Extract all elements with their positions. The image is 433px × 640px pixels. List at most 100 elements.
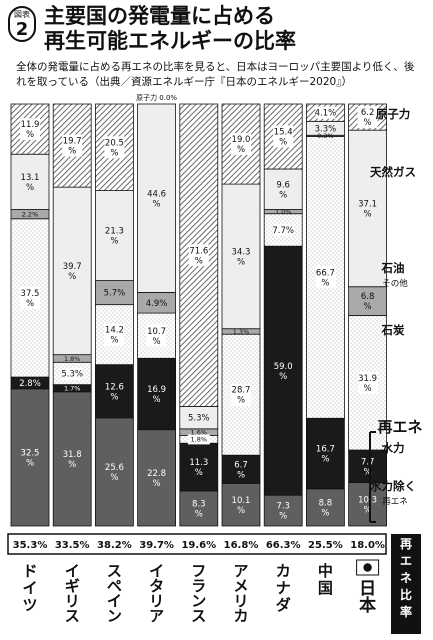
legend-sublabel: 再エネ <box>382 497 408 507</box>
data-label-hydro: 16.9% <box>147 385 166 405</box>
bars-layer <box>10 103 388 527</box>
label-backdrop <box>62 134 83 157</box>
renewable-ratio-value: 33.5% <box>55 540 90 551</box>
data-label-coal: 14.2% <box>105 326 124 346</box>
value-labels-layer: 32.5 % 2.8% 37.5 % 2.2% 13.1 % 11.9 % 31.8 % 1.7% 5.3… <box>19 93 378 522</box>
data-label-coal: 31.9% <box>358 374 377 394</box>
renewable-ratio-value: 35.3% <box>13 540 48 551</box>
bar-segment-renewable-excl-hydro <box>305 488 345 527</box>
label-backdrop <box>20 286 40 309</box>
category-label: フランス <box>191 562 206 625</box>
label-backdrop <box>315 106 336 119</box>
data-label-renewable-excl-hydro: 32.5% <box>21 448 40 468</box>
category-label: イタリア <box>149 562 164 625</box>
data-label-natural-gas: 21.3% <box>105 227 124 247</box>
bar-segment-hydro <box>263 245 303 496</box>
data-label-oil-other: 1.6% <box>191 429 208 437</box>
data-label-oil-other: 5.7% <box>104 289 126 299</box>
chart-title-line-2: 再生可能エネルギーの比率 <box>44 29 296 53</box>
bar-segment-renewable-excl-hydro <box>52 391 92 527</box>
data-label-coal: 7.7% <box>272 226 294 236</box>
renewable-ratio-value: 18.0% <box>350 540 385 551</box>
bar-segment-renewable-excl-hydro <box>348 482 388 527</box>
bar-segment-hydro <box>221 454 261 484</box>
category-label: カナダ <box>276 562 291 614</box>
data-label-natural-gas: 9.6% <box>276 180 290 200</box>
bar-segment-renewable-excl-hydro <box>179 490 219 527</box>
label-backdrop <box>231 133 251 156</box>
data-label-nuclear: 6.2% <box>361 108 375 128</box>
data-label-oil-other: 1.3% <box>233 328 250 336</box>
renewable-ratio-value: 39.7% <box>139 540 174 551</box>
data-label-oil-other: 6.8% <box>361 292 375 312</box>
renewable-ratio-value: 19.6% <box>181 540 216 551</box>
data-label-natural-gas: 34.3% <box>232 247 251 267</box>
legend-label-coal: 石炭 <box>381 323 405 337</box>
data-label-natural-gas: 3.3% <box>315 124 337 134</box>
data-label-oil-other: 0.3% <box>317 132 334 140</box>
nuclear-zero-label: 原子力 0.0% <box>136 93 177 102</box>
bar-segment-renewable-excl-hydro <box>95 417 134 527</box>
bar-segment-renewable-excl-hydro <box>10 388 50 527</box>
data-label-natural-gas: 5.3% <box>188 414 210 424</box>
label-backdrop <box>357 106 378 129</box>
data-label-renewable-excl-hydro: 10.3% <box>358 495 377 515</box>
category-label: 中国 <box>318 562 333 597</box>
data-label-hydro: 11.3% <box>189 458 208 478</box>
label-backdrop <box>146 324 167 347</box>
bar-segment-hydro <box>179 442 219 492</box>
data-label-hydro: 59.0% <box>274 362 293 382</box>
category-label: スペイン <box>107 562 122 625</box>
label-backdrop <box>231 383 251 406</box>
bar-segment-hydro <box>137 357 177 431</box>
data-label-natural-gas: 37.1% <box>358 200 377 220</box>
label-backdrop <box>104 323 125 346</box>
data-label-nuclear: 19.7% <box>63 137 82 157</box>
data-label-coal: 28.7% <box>232 386 251 406</box>
chart-title-line-1: 主要国の発電量に占める <box>44 4 275 28</box>
data-label-coal: 10.7% <box>147 327 166 347</box>
figure-label: 図表 <box>14 10 30 19</box>
legend-label-oil-other: 石油 <box>381 261 405 275</box>
chart-title: 主要国の発電量に占める 再生可能エネルギーの比率 <box>44 4 296 54</box>
data-label-oil-other: 1.0% <box>275 208 292 216</box>
data-label-coal: 66.7% <box>316 268 335 288</box>
renewable-ratio-value: 38.2% <box>97 540 132 551</box>
label-backdrop <box>187 434 210 445</box>
legend-label-renewable-excl-hydro: 水力除く <box>370 479 416 493</box>
label-backdrop <box>104 136 125 159</box>
data-label-hydro: 2.8% <box>19 379 41 389</box>
figure-header: 図表 2 主要国の発電量に占める 再生可能エネルギーの比率 全体の発電量に占める… <box>6 4 426 96</box>
bar-segment-renewable-excl-hydro <box>221 483 261 527</box>
legend-sublabel: その他 <box>382 278 408 289</box>
bar-segment-natural-gas <box>52 186 92 356</box>
renewable-ratio-value: 66.3% <box>266 540 301 551</box>
data-label-renewable-excl-hydro: 10.1% <box>232 496 251 516</box>
figure-number: 2 <box>15 19 29 40</box>
data-label-renewable-excl-hydro: 8.8% <box>319 498 333 518</box>
data-label-oil-other: 2.2% <box>22 210 39 218</box>
data-label-coal: 5.3% <box>61 370 83 380</box>
data-label-nuclear: 11.9% <box>21 120 40 140</box>
data-label-natural-gas: 44.6% <box>147 189 166 209</box>
data-label-coal: 37.5% <box>21 289 40 309</box>
data-label-hydro: 16.7% <box>316 445 335 465</box>
data-label-renewable-excl-hydro: 31.8% <box>63 450 82 470</box>
bar-segment-natural-gas <box>348 129 388 288</box>
figure-number-badge: 図表 2 <box>8 6 36 42</box>
ratio-row-label-box <box>391 534 421 634</box>
legend-label-natural-gas: 天然ガス <box>370 165 416 179</box>
data-label-nuclear: 15.4% <box>274 128 293 148</box>
data-label-natural-gas: 13.1% <box>21 173 40 193</box>
chart-subtitle: 全体の発電量に占める再エネの比率を見ると、日本はヨーロッパ主要国より低く、後れを… <box>16 61 415 88</box>
bar-segment-hydro <box>305 417 345 490</box>
category-label: イギリス <box>65 562 80 625</box>
ratio-row-frame <box>7 533 387 555</box>
bar-segment-renewable-excl-hydro <box>137 429 177 527</box>
renewable-ratio-value: 16.8% <box>224 540 259 551</box>
label-backdrop <box>62 367 83 380</box>
data-label-renewable-excl-hydro: 25.6% <box>105 463 124 483</box>
bottom-rows-layer: 35.3% 33.5% 38.2% 39.7% 19.6% 16.8% 66.3% 25.5%… <box>7 533 421 634</box>
